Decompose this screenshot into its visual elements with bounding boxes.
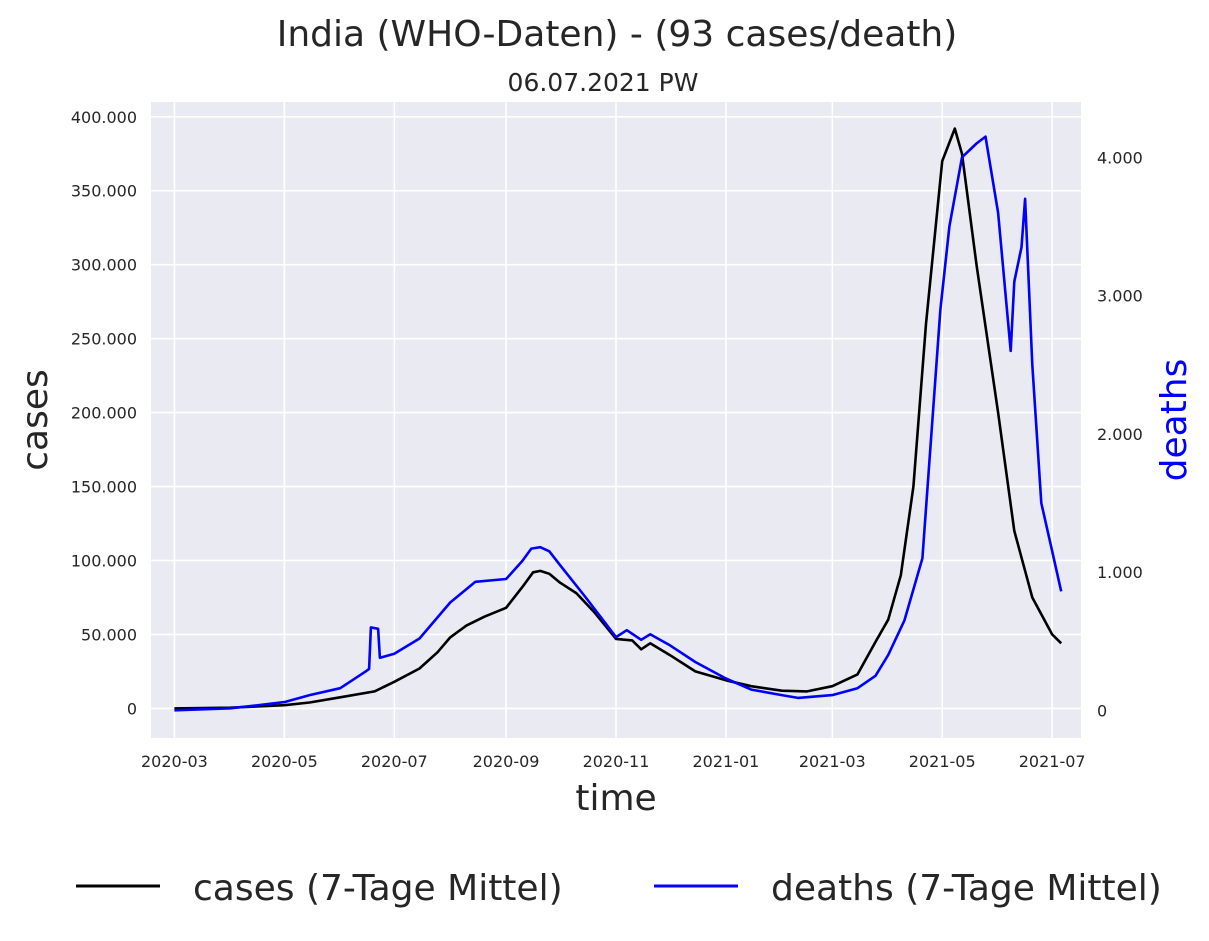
x-tick-label: 2021-03 xyxy=(799,752,866,771)
y-tick-label: 100.000 xyxy=(71,552,137,571)
x-axis-label: time xyxy=(575,778,656,819)
x-tick-label: 2021-01 xyxy=(693,752,760,771)
y-tick-label: 150.000 xyxy=(71,478,137,497)
y-tick-label: 200.000 xyxy=(71,404,137,423)
y2-tick-label: 2.000 xyxy=(1097,425,1143,444)
y2-tick-label: 0 xyxy=(1097,701,1107,720)
x-tick-label: 2021-07 xyxy=(1019,752,1086,771)
series-line-0 xyxy=(174,127,1063,710)
y2-tick-label: 1.000 xyxy=(1097,563,1143,582)
y2-tick-label: 3.000 xyxy=(1097,287,1143,306)
y-axis-ticks: 0 50.000 100.000 150.000 200.000 250.000 300.0… xyxy=(71,108,137,719)
x-tick-label: 2021-05 xyxy=(909,752,976,771)
x-tick-label: 2020-05 xyxy=(251,752,318,771)
chart-title: India (WHO-Daten) - (93 cases/death) xyxy=(277,14,958,55)
x-tick-label: 2020-07 xyxy=(361,752,428,771)
series-line-1 xyxy=(174,135,1063,712)
y-tick-label: 400.000 xyxy=(71,108,137,127)
x-tick-label: 2020-11 xyxy=(583,752,650,771)
gridlines xyxy=(151,102,1081,738)
series-lines xyxy=(174,127,1063,712)
y2-axis-label: deaths xyxy=(1154,359,1195,482)
legend: cases (7-Tage Mittel) deaths (7-Tage Mit… xyxy=(76,868,1162,909)
legend-label-deaths: deaths (7-Tage Mittel) xyxy=(771,868,1162,909)
y-tick-label: 0 xyxy=(127,699,137,718)
x-tick-label: 2020-09 xyxy=(473,752,540,771)
y2-tick-label: 4.000 xyxy=(1097,148,1143,167)
legend-label-cases: cases (7-Tage Mittel) xyxy=(193,868,563,909)
chart-subtitle: 06.07.2021 PW xyxy=(508,68,699,97)
y-axis-label: cases xyxy=(15,369,56,471)
x-axis-ticks: 2020-03 2020-05 2020-07 2020-09 2020-11 2021-… xyxy=(141,752,1086,771)
y-tick-label: 50.000 xyxy=(81,625,137,644)
y2-axis-ticks: 0 1.000 2.000 3.000 4.000 xyxy=(1097,148,1143,720)
y-tick-label: 300.000 xyxy=(71,256,137,275)
x-tick-label: 2020-03 xyxy=(141,752,208,771)
y-tick-label: 350.000 xyxy=(71,182,137,201)
y-tick-label: 250.000 xyxy=(71,330,137,349)
